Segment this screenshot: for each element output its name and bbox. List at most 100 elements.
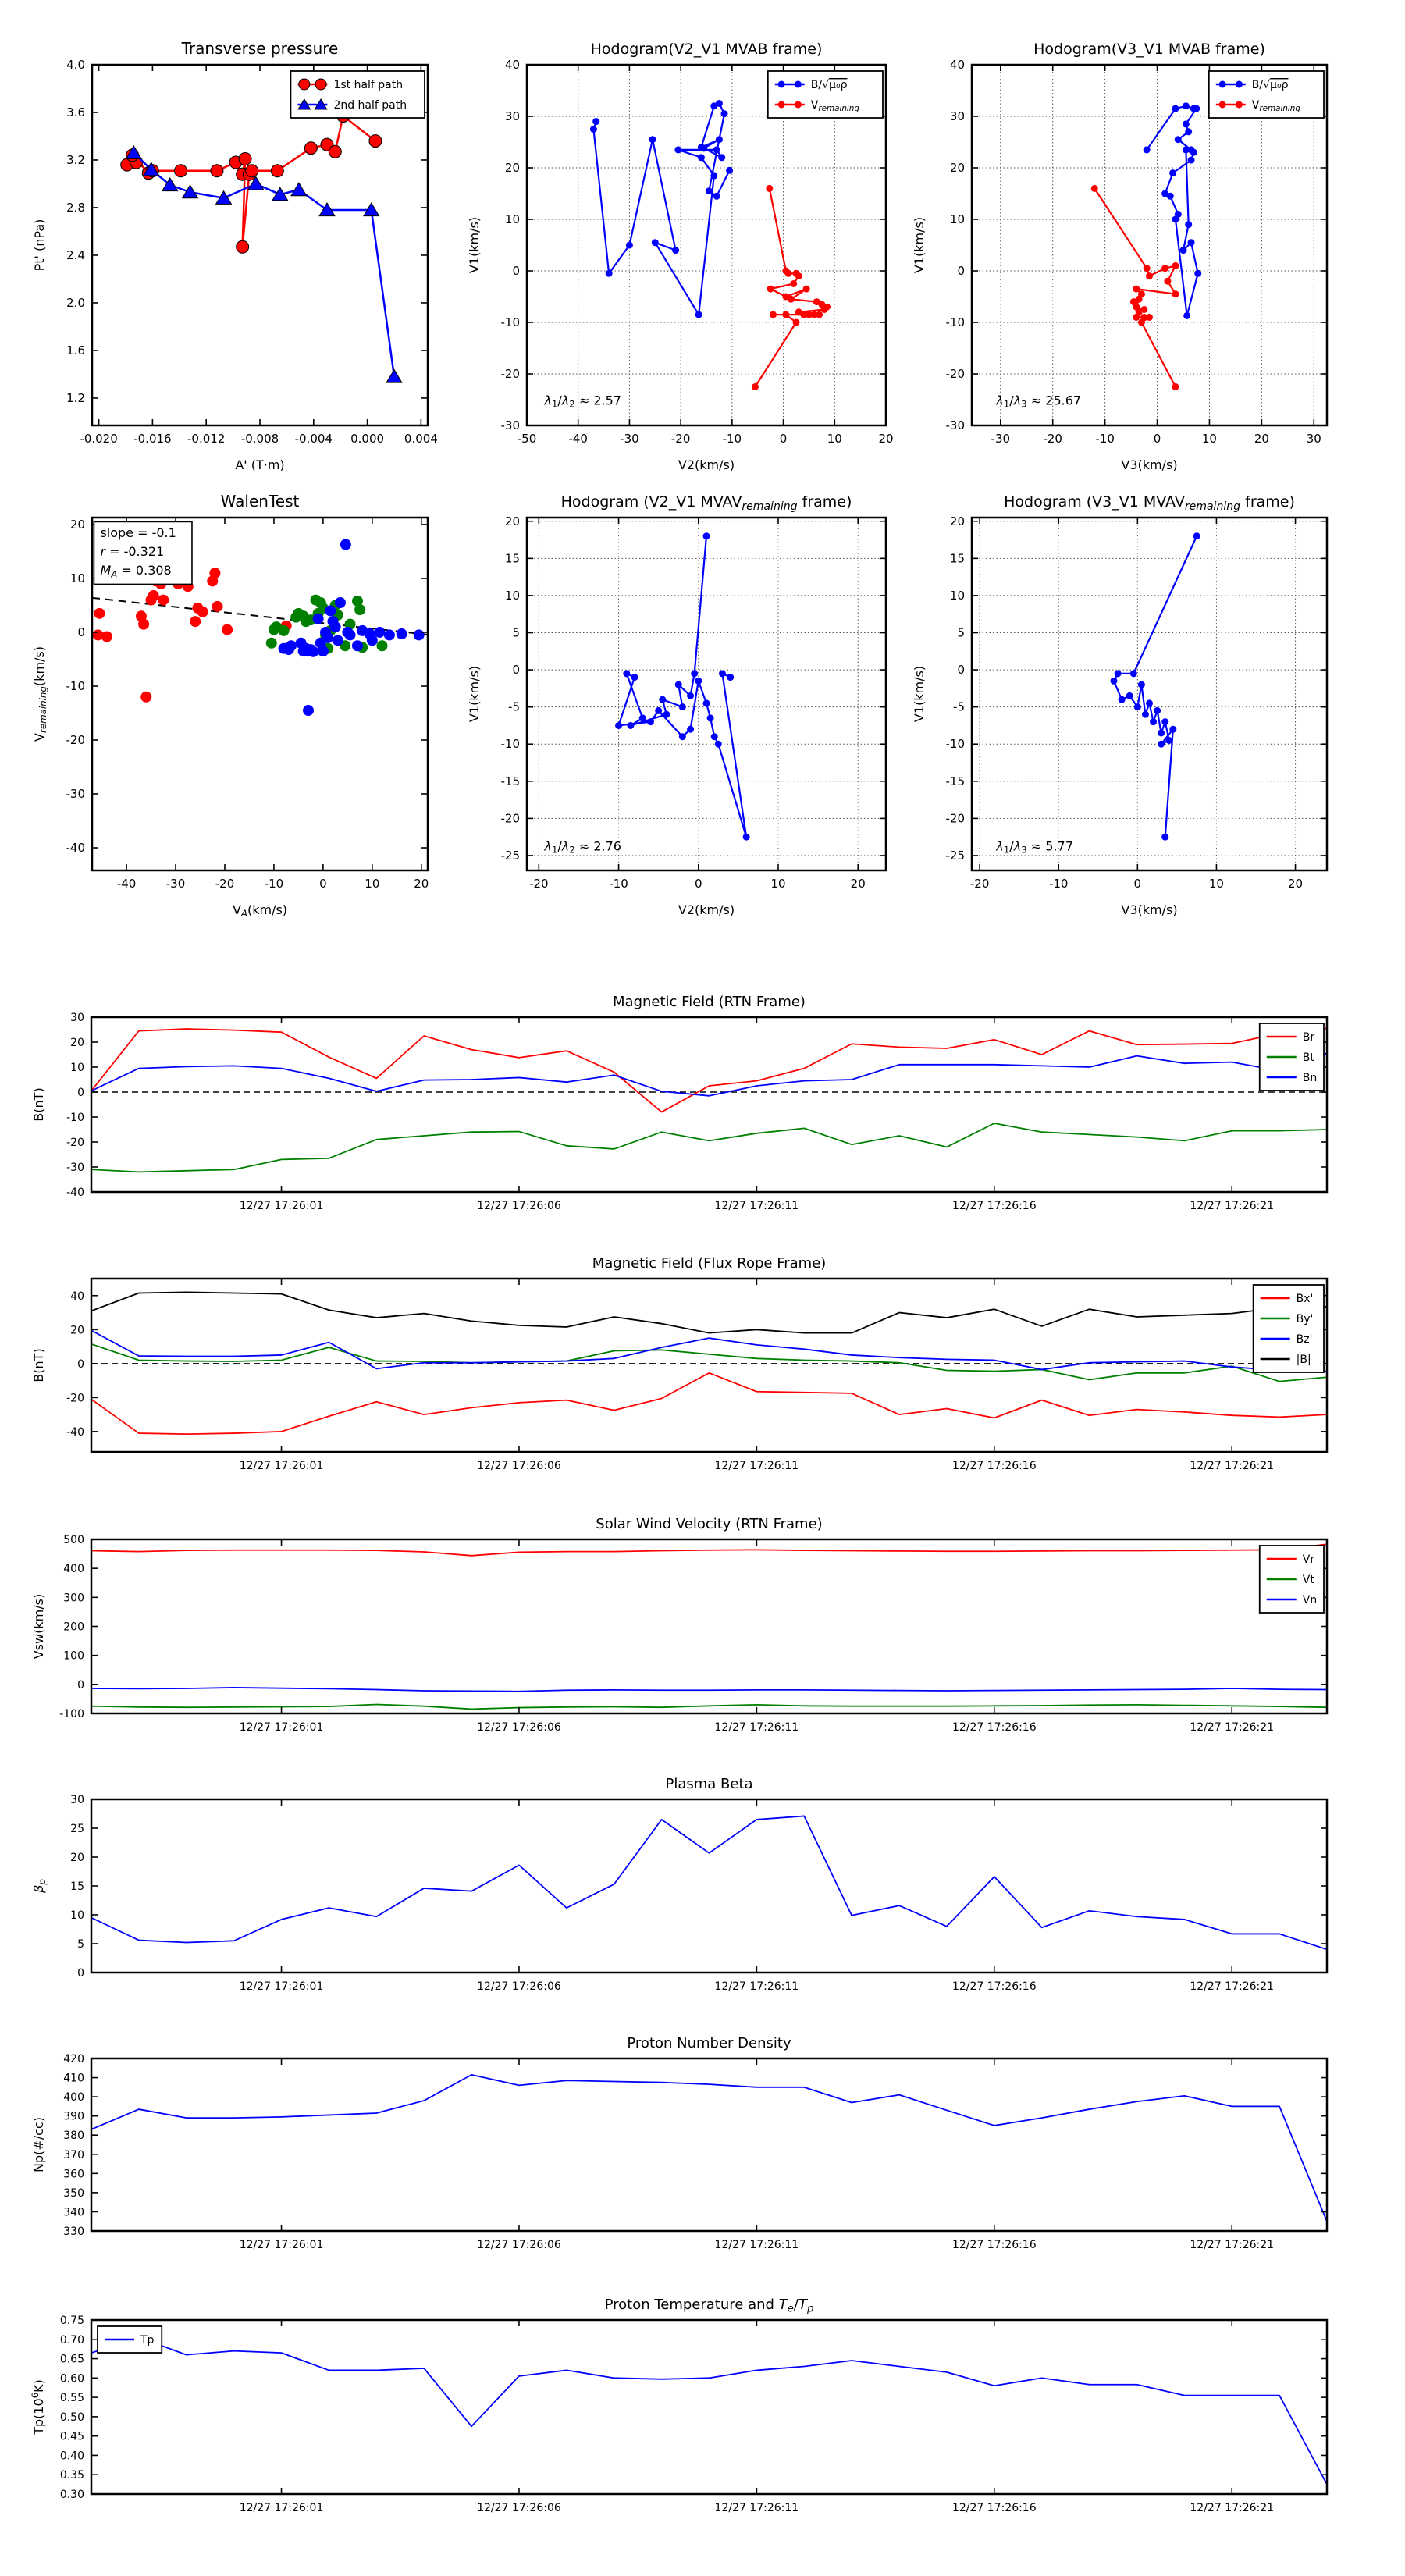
svg-text:10: 10 bbox=[1202, 432, 1217, 446]
svg-text:390: 390 bbox=[63, 2111, 84, 2123]
svg-text:A' (T·m): A' (T·m) bbox=[235, 457, 284, 472]
svg-text:-5: -5 bbox=[953, 700, 965, 714]
svg-text:0: 0 bbox=[319, 877, 327, 891]
svg-text:Transverse pressure: Transverse pressure bbox=[181, 39, 339, 58]
svg-text:20: 20 bbox=[70, 1852, 84, 1864]
svg-text:40: 40 bbox=[70, 1290, 84, 1303]
svg-text:-10: -10 bbox=[265, 877, 284, 891]
svg-text:-20: -20 bbox=[501, 367, 521, 381]
svg-text:12/27 17:26:21: 12/27 17:26:21 bbox=[1190, 1980, 1274, 1993]
svg-text:0: 0 bbox=[957, 264, 965, 278]
svg-text:400: 400 bbox=[63, 1563, 84, 1575]
svg-text:20: 20 bbox=[1288, 877, 1303, 891]
chart-hodogram-v2v1-mvav: -20 -10 0 10 20 -25 -20 -15 -10 -5 0 5 10 15 20 V2(km/s… bbox=[458, 479, 903, 931]
svg-text:0: 0 bbox=[77, 1679, 84, 1692]
svg-text:-20: -20 bbox=[1043, 432, 1062, 446]
svg-text:2.8: 2.8 bbox=[66, 201, 85, 215]
svg-text:-20: -20 bbox=[215, 877, 235, 891]
svg-text:12/27 17:26:11: 12/27 17:26:11 bbox=[715, 2239, 799, 2251]
svg-text:12/27 17:26:01: 12/27 17:26:01 bbox=[240, 2502, 324, 2514]
svg-text:|B|: |B| bbox=[1297, 1354, 1311, 1366]
svg-text:12/27 17:26:11: 12/27 17:26:11 bbox=[715, 1980, 799, 1993]
svg-text:-20: -20 bbox=[970, 877, 990, 891]
svg-text:Vsw(km/s): Vsw(km/s) bbox=[31, 1594, 46, 1659]
svg-text:40: 40 bbox=[505, 58, 520, 72]
svg-text:4.0: 4.0 bbox=[66, 58, 85, 72]
svg-text:370: 370 bbox=[63, 2149, 84, 2161]
svg-text:Vremaining(km/s): Vremaining(km/s) bbox=[32, 646, 48, 742]
svg-text:400: 400 bbox=[63, 2091, 84, 2104]
svg-text:-10: -10 bbox=[946, 737, 966, 751]
svg-text:λ1/λ3 ≈ 5.77: λ1/λ3 ≈ 5.77 bbox=[995, 838, 1073, 855]
svg-text:Vr: Vr bbox=[1303, 1553, 1315, 1566]
svg-text:Np(#/cc): Np(#/cc) bbox=[31, 2117, 46, 2172]
svg-text:12/27 17:26:16: 12/27 17:26:16 bbox=[952, 1460, 1037, 1472]
svg-text:Br: Br bbox=[1303, 1031, 1315, 1044]
svg-text:B(nT): B(nT) bbox=[31, 1087, 46, 1121]
svg-text:-30: -30 bbox=[66, 787, 86, 801]
svg-text:12/27 17:26:11: 12/27 17:26:11 bbox=[715, 1200, 799, 1212]
svg-text:V1(km/s): V1(km/s) bbox=[912, 217, 927, 273]
svg-text:12/27 17:26:01: 12/27 17:26:01 bbox=[240, 1460, 324, 1472]
svg-text:20: 20 bbox=[505, 161, 520, 175]
svg-text:-30: -30 bbox=[991, 432, 1011, 446]
svg-text:300: 300 bbox=[63, 1592, 84, 1604]
svg-text:Proton Number Density: Proton Number Density bbox=[627, 2035, 791, 2051]
svg-text:-10: -10 bbox=[66, 1112, 84, 1124]
svg-text:1.6: 1.6 bbox=[66, 343, 85, 358]
svg-text:340: 340 bbox=[63, 2206, 84, 2218]
svg-text:-25: -25 bbox=[501, 849, 521, 863]
svg-text:10: 10 bbox=[950, 212, 965, 226]
chart-solar-wind-velocity: 12/27 17:26:01 12/27 17:26:06 12/27 17:26:… bbox=[23, 1508, 1349, 1751]
svg-text:-10: -10 bbox=[609, 877, 628, 891]
svg-text:10: 10 bbox=[827, 432, 842, 446]
svg-text:10: 10 bbox=[505, 212, 520, 226]
svg-text:Bn: Bn bbox=[1303, 1072, 1317, 1084]
svg-text:-30: -30 bbox=[946, 418, 966, 432]
svg-text:By': By' bbox=[1297, 1313, 1314, 1325]
svg-text:0.30: 0.30 bbox=[60, 2489, 84, 2501]
svg-text:5: 5 bbox=[512, 625, 520, 639]
svg-text:420: 420 bbox=[63, 2053, 84, 2065]
svg-text:10: 10 bbox=[505, 589, 520, 603]
svg-text:0: 0 bbox=[512, 264, 520, 278]
svg-text:Hodogram (V3_V1 MVAVremaining: Hodogram (V3_V1 MVAVremaining frame) bbox=[1004, 493, 1295, 513]
svg-text:500: 500 bbox=[63, 1534, 84, 1546]
svg-text:12/27 17:26:16: 12/27 17:26:16 bbox=[952, 1721, 1037, 1734]
svg-text:20: 20 bbox=[70, 1037, 84, 1049]
svg-text:Pt' (nPa): Pt' (nPa) bbox=[32, 219, 47, 272]
svg-text:Proton Temperature and Te/Tp: Proton Temperature and Te/Tp bbox=[605, 2297, 814, 2315]
svg-text:0: 0 bbox=[512, 663, 520, 677]
svg-text:12/27 17:26:06: 12/27 17:26:06 bbox=[477, 2502, 561, 2514]
chart-transverse-pressure: -0.020 -0.016 -0.012 -0.008 -0.004 0.000 0.004… bbox=[23, 26, 445, 486]
svg-text:12/27 17:26:16: 12/27 17:26:16 bbox=[952, 2502, 1037, 2514]
svg-text:-40: -40 bbox=[66, 1187, 84, 1199]
svg-text:VA(km/s): VA(km/s) bbox=[233, 902, 287, 919]
svg-text:-10: -10 bbox=[501, 737, 521, 751]
svg-text:Magnetic Field (Flux Rope Fram: Magnetic Field (Flux Rope Frame) bbox=[592, 1255, 827, 1272]
svg-text:B/√μ₀ρ: B/√μ₀ρ bbox=[811, 79, 848, 91]
svg-text:0.55: 0.55 bbox=[60, 2392, 84, 2404]
svg-text:12/27 17:26:21: 12/27 17:26:21 bbox=[1190, 2502, 1274, 2514]
svg-text:0.004: 0.004 bbox=[404, 432, 438, 446]
svg-text:0: 0 bbox=[1154, 432, 1161, 446]
svg-text:-30: -30 bbox=[501, 418, 521, 432]
svg-text:12/27 17:26:21: 12/27 17:26:21 bbox=[1190, 2239, 1274, 2251]
svg-text:-10: -10 bbox=[1049, 877, 1069, 891]
svg-text:-20: -20 bbox=[529, 877, 549, 891]
svg-text:12/27 17:26:16: 12/27 17:26:16 bbox=[952, 1200, 1037, 1212]
svg-text:λ1/λ2 ≈ 2.76: λ1/λ2 ≈ 2.76 bbox=[543, 838, 621, 855]
svg-text:360: 360 bbox=[63, 2168, 84, 2180]
svg-text:1st half path: 1st half path bbox=[333, 79, 403, 91]
svg-text:25: 25 bbox=[70, 1823, 84, 1835]
svg-text:20: 20 bbox=[414, 877, 429, 891]
svg-text:12/27 17:26:06: 12/27 17:26:06 bbox=[477, 1460, 561, 1472]
svg-text:-0.008: -0.008 bbox=[241, 432, 279, 446]
svg-text:-20: -20 bbox=[66, 733, 86, 747]
svg-text:-10: -10 bbox=[66, 679, 86, 693]
svg-text:10: 10 bbox=[1209, 877, 1224, 891]
svg-text:Hodogram (V2_V1 MVAVremaining: Hodogram (V2_V1 MVAVremaining frame) bbox=[561, 493, 852, 513]
svg-text:20: 20 bbox=[70, 1324, 84, 1336]
svg-text:5: 5 bbox=[77, 1938, 84, 1951]
svg-text:-10: -10 bbox=[723, 432, 742, 446]
